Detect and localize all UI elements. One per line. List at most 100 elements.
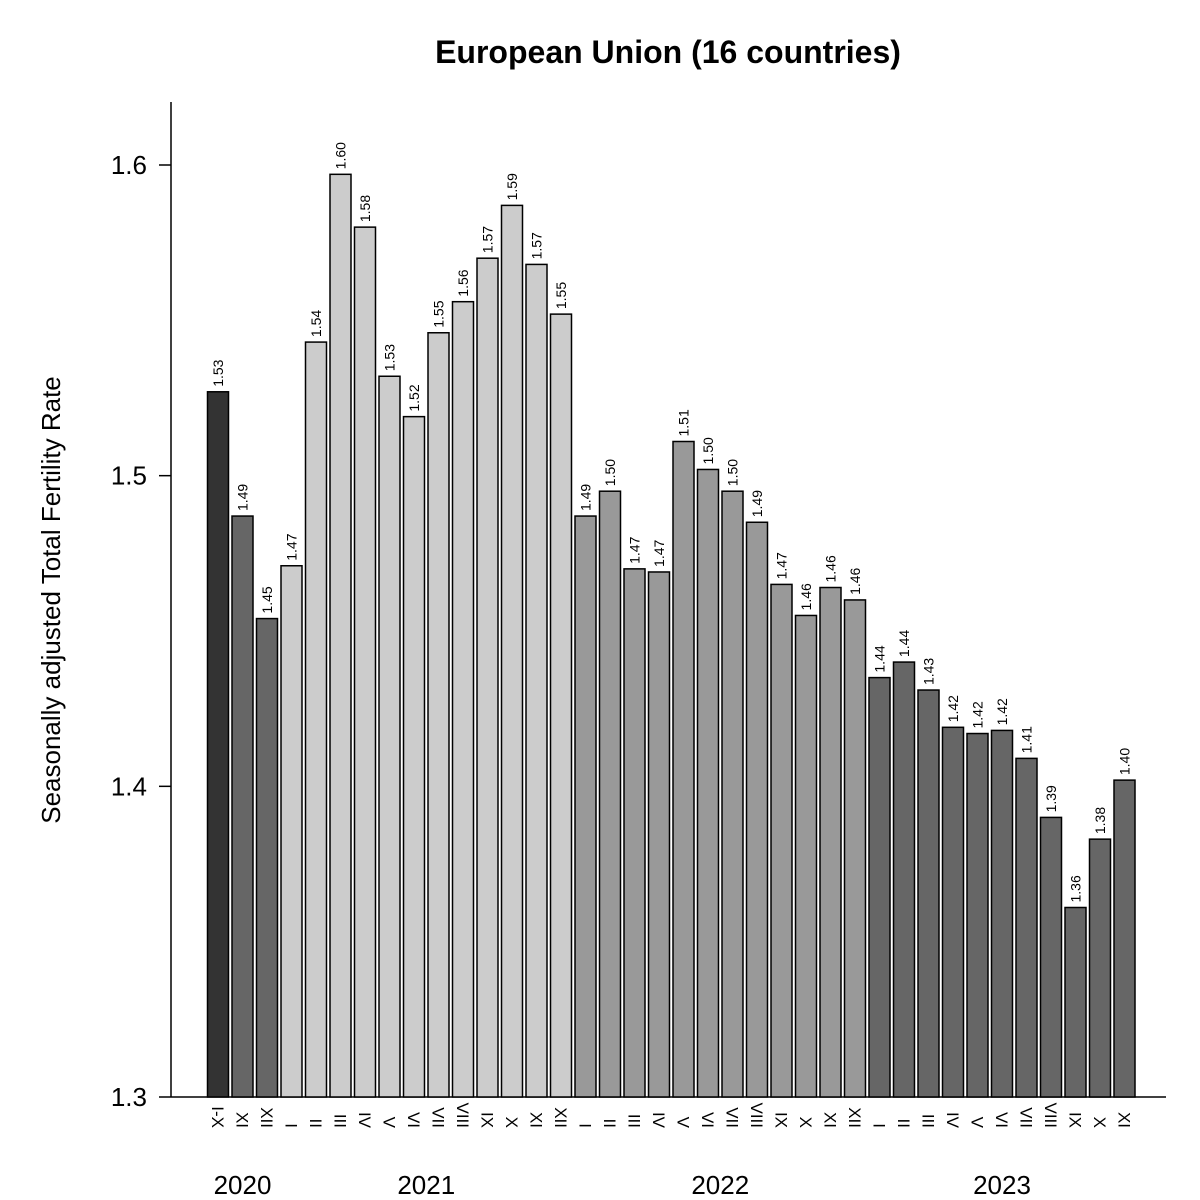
bar — [1039, 816, 1063, 1098]
bar — [892, 661, 916, 1098]
x-tick-label: IV — [943, 1112, 962, 1129]
x-tick-label: X — [502, 1117, 521, 1128]
x-tick-label: I-X — [208, 1106, 227, 1128]
bar — [770, 583, 793, 1098]
data-label: 1.46 — [798, 583, 814, 610]
bar — [304, 341, 328, 1098]
bar — [329, 173, 352, 1098]
x-tick-label: VII — [1017, 1107, 1036, 1128]
data-label: 1.57 — [529, 232, 545, 259]
bar — [402, 415, 426, 1098]
x-tick-label: X — [796, 1117, 815, 1128]
data-label: 1.44 — [872, 645, 888, 672]
x-tick-label: IX — [478, 1112, 497, 1128]
bar — [647, 571, 671, 1098]
data-label: 1.54 — [308, 310, 324, 337]
y-tick-label: 1.6 — [111, 150, 147, 180]
y-axis-label: Seasonally adjusted Total Fertility Rate — [36, 376, 66, 824]
y-tick-label: 1.3 — [111, 1082, 147, 1112]
bar — [941, 726, 965, 1098]
data-label: 1.43 — [921, 658, 937, 685]
data-label: 1.49 — [749, 490, 765, 517]
bar — [721, 490, 744, 1098]
x-tick-label: VII — [723, 1107, 742, 1128]
x-tick-label: I — [870, 1123, 889, 1128]
bar — [1113, 779, 1136, 1098]
data-label: 1.39 — [1043, 785, 1059, 812]
bar — [598, 490, 622, 1098]
data-label: 1.52 — [406, 384, 422, 411]
x-tick-label: III — [331, 1114, 350, 1128]
x-tick-label: XI — [527, 1112, 546, 1128]
x-tick-label: XI — [821, 1112, 840, 1128]
x-tick-label: VI — [698, 1112, 717, 1128]
x-tick-label: XII — [257, 1107, 276, 1128]
bar — [917, 689, 940, 1098]
bar — [868, 676, 891, 1098]
data-label: 1.47 — [651, 540, 667, 567]
bar — [476, 257, 499, 1098]
x-tick-label: V — [380, 1117, 399, 1129]
data-label: 1.46 — [847, 567, 863, 594]
bar — [696, 468, 720, 1098]
data-label: 1.55 — [431, 300, 447, 327]
bar — [966, 732, 989, 1098]
x-tick-label: XI — [233, 1112, 252, 1128]
year-label: 2022 — [691, 1170, 749, 1200]
data-label: 1.47 — [774, 552, 790, 579]
x-tick-label: VIII — [453, 1102, 472, 1128]
bar — [500, 204, 524, 1098]
year-label: 2020 — [214, 1170, 272, 1200]
x-tick-label: XII — [551, 1107, 570, 1128]
data-label: 1.41 — [1019, 726, 1035, 753]
y-axis: 1.3 1.4 1.5 1.6 — [111, 102, 172, 1112]
data-label: 1.36 — [1068, 875, 1084, 902]
bar — [794, 614, 818, 1098]
data-label: 1.58 — [357, 195, 373, 222]
bar — [549, 313, 573, 1098]
data-label: 1.45 — [259, 586, 275, 613]
bar — [231, 515, 254, 1098]
data-label: 1.42 — [945, 695, 961, 722]
data-label: 1.50 — [725, 459, 741, 486]
x-tick-label: IV — [649, 1112, 668, 1129]
data-label: 1.49 — [235, 484, 251, 511]
x-tick-label: VIII — [1041, 1102, 1060, 1128]
bar — [1064, 906, 1087, 1098]
x-tick-label: IV — [355, 1112, 374, 1129]
bar — [819, 586, 842, 1098]
x-tick-label: IX — [772, 1112, 791, 1128]
chart-title: European Union (16 countries) — [435, 34, 901, 70]
x-tick-label: VIII — [747, 1102, 766, 1128]
data-label: 1.42 — [970, 701, 986, 728]
bar — [843, 599, 867, 1098]
x-tick-label: I — [576, 1123, 595, 1128]
bars-group — [206, 173, 1136, 1098]
x-tick-label: V — [968, 1117, 987, 1129]
data-label: 1.42 — [994, 698, 1010, 725]
x-tick-label: III — [919, 1114, 938, 1128]
year-label: 2023 — [973, 1170, 1031, 1200]
bar — [280, 565, 303, 1098]
x-tick-labels-group: I-X XI XII I II III IV V VI VII VIII IX X XI XII I II III… — [208, 1102, 1134, 1128]
bar — [525, 263, 548, 1098]
x-tick-label: X — [1090, 1117, 1109, 1128]
data-label: 1.51 — [676, 409, 692, 436]
x-tick-label: IX — [1066, 1112, 1085, 1128]
x-tick-label: II — [306, 1119, 325, 1128]
bar — [427, 332, 450, 1098]
data-label: 1.44 — [896, 630, 912, 657]
x-tick-label: III — [625, 1114, 644, 1128]
x-tick-label: I — [282, 1123, 301, 1128]
bar — [451, 300, 475, 1098]
data-label: 1.50 — [602, 459, 618, 486]
data-label: 1.59 — [504, 173, 520, 200]
bar — [206, 391, 230, 1098]
x-tick-label: XI — [1115, 1112, 1134, 1128]
data-label: 1.55 — [553, 282, 569, 309]
data-label: 1.38 — [1092, 807, 1108, 834]
data-label: 1.47 — [627, 536, 643, 563]
bar — [574, 515, 597, 1098]
year-label: 2021 — [397, 1170, 455, 1200]
